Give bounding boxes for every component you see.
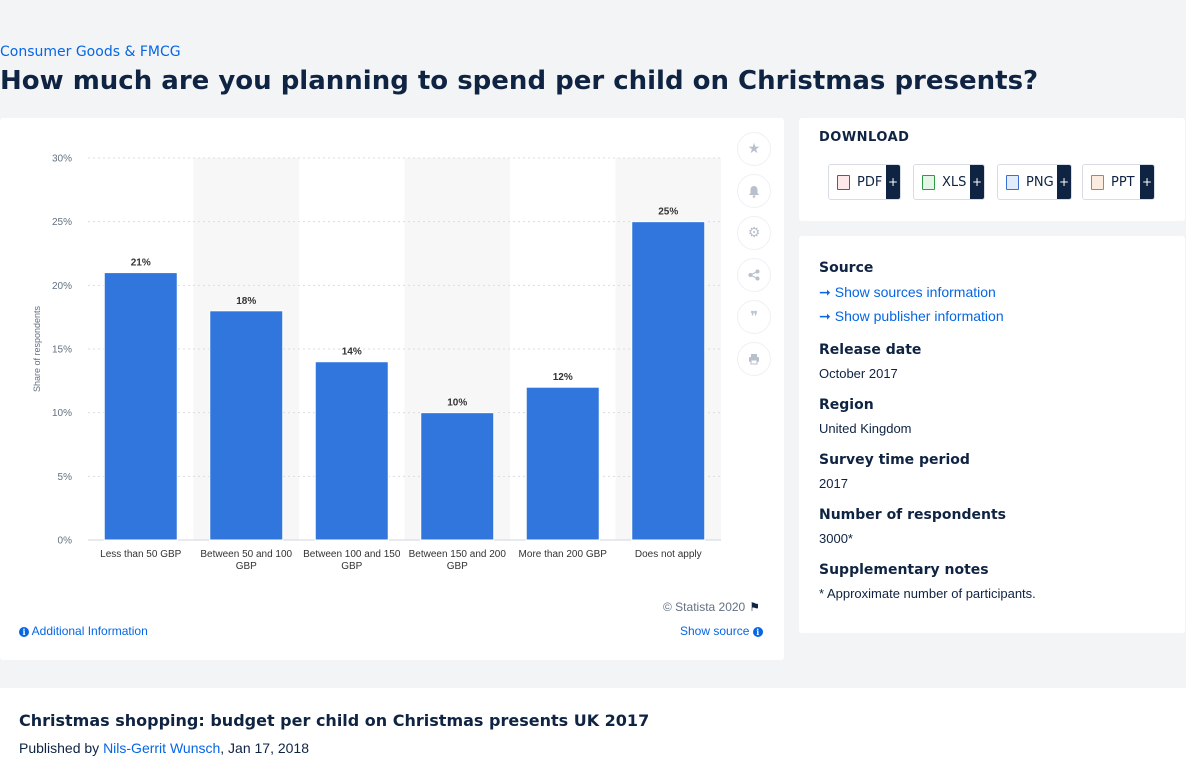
bar [631, 221, 706, 541]
pdf-file-icon [837, 174, 850, 190]
download-pdf-button[interactable]: PDF + [828, 164, 901, 200]
arrow-right-icon: ➞ [819, 284, 831, 300]
y-axis-label: Share of respondents [32, 305, 42, 392]
show-sources-label: Show sources information [834, 284, 996, 300]
plus-icon: + [886, 165, 900, 199]
additional-information-label: Additional Information [31, 624, 148, 638]
print-icon[interactable] [737, 342, 771, 376]
top-bar [0, 0, 1186, 40]
download-pdf-label: PDF [857, 174, 883, 190]
publication-date: , Jan 17, 2018 [220, 740, 310, 756]
data-label: 18% [236, 296, 256, 307]
publication-title: Christmas shopping: budget per child on … [19, 711, 650, 730]
y-tick-label: 5% [58, 472, 73, 483]
plus-icon: + [1140, 165, 1154, 199]
release-date-label: Release date [819, 342, 922, 358]
bar [209, 310, 284, 541]
breadcrumb[interactable]: Consumer Goods & FMCG [0, 44, 181, 60]
share-icon[interactable] [737, 258, 771, 292]
png-file-icon [1006, 174, 1019, 190]
download-xls-button[interactable]: XLS + [913, 164, 985, 200]
source-label: Source [819, 260, 874, 276]
download-xls-label: XLS [942, 174, 967, 190]
show-source-label: Show source [680, 624, 750, 638]
show-sources-link[interactable]: ➞ Show sources information [819, 284, 996, 301]
respondents-value: 3000* [819, 531, 853, 546]
data-label: 21% [131, 258, 151, 269]
bar [420, 412, 495, 541]
show-publisher-link[interactable]: ➞ Show publisher information [819, 308, 1004, 325]
page-title: How much are you planning to spend per c… [0, 66, 1039, 96]
bell-icon[interactable] [737, 174, 771, 208]
x-tick-label: Between 150 and 200 GBP [409, 549, 507, 572]
copyright-note: © Statista 2020 ⚑ [663, 600, 760, 614]
y-tick-label: 30% [52, 154, 72, 165]
publication-card: Christmas shopping: budget per child on … [0, 688, 1186, 768]
region-value: United Kingdom [819, 421, 912, 436]
supplementary-notes-value: * Approximate number of participants. [819, 586, 1036, 601]
gear-icon[interactable]: ⚙ [737, 216, 771, 250]
show-publisher-label: Show publisher information [834, 308, 1004, 324]
download-ppt-button[interactable]: PPT + [1082, 164, 1155, 200]
survey-period-value: 2017 [819, 476, 848, 491]
chart-card: 0% 5% 10% 15% 20% 25% 30% Share of respondents 2… [0, 118, 784, 660]
y-tick-label: 25% [52, 217, 72, 228]
y-tick-label: 20% [52, 281, 72, 292]
copyright-text: © Statista 2020 [663, 600, 746, 614]
download-title: DOWNLOAD [819, 130, 910, 145]
respondents-label: Number of respondents [819, 507, 1006, 523]
x-tick-label: Between 50 and 100 GBP [200, 549, 292, 572]
quote-icon[interactable]: ❞ [737, 300, 771, 334]
y-tick-label: 0% [58, 536, 73, 547]
additional-information-link[interactable]: i Additional Information [19, 624, 148, 638]
download-png-label: PNG [1026, 174, 1054, 190]
info-icon: i [19, 626, 29, 637]
download-ppt-label: PPT [1111, 174, 1135, 190]
data-label: 10% [447, 398, 467, 409]
info-icon: i [752, 626, 763, 637]
show-source-link[interactable]: Show source i [680, 624, 763, 638]
flag-icon[interactable]: ⚑ [749, 600, 760, 614]
x-tick-label: Less than 50 GBP [100, 549, 181, 560]
plus-icon: + [1057, 165, 1071, 199]
publication-byline: Published by Nils-Gerrit Wunsch, Jan 17,… [19, 740, 309, 756]
supplementary-notes-label: Supplementary notes [819, 562, 989, 578]
published-by-label: Published by [19, 740, 100, 756]
xls-file-icon [922, 174, 935, 190]
data-label: 12% [553, 372, 573, 383]
data-label: 14% [342, 347, 362, 358]
survey-period-label: Survey time period [819, 452, 970, 468]
x-tick-label: Between 100 and 150 GBP [303, 549, 401, 572]
release-date-value: October 2017 [819, 366, 898, 381]
x-tick-label: Does not apply [635, 549, 702, 560]
bar [525, 386, 600, 541]
x-tick-label: More than 200 GBP [519, 549, 608, 560]
plus-icon: + [970, 165, 984, 199]
y-tick-label: 15% [52, 345, 72, 356]
chart-toolbar: ★ ⚙ ❞ [737, 132, 773, 384]
region-label: Region [819, 397, 874, 413]
author-link[interactable]: Nils-Gerrit Wunsch [103, 740, 221, 756]
bar-chart: 0% 5% 10% 15% 20% 25% 30% Share of respondents 2… [32, 154, 721, 572]
meta-card: Source ➞ Show sources information ➞ Show p… [799, 236, 1185, 633]
bar [103, 272, 178, 541]
download-png-button[interactable]: PNG + [997, 164, 1072, 200]
download-card: DOWNLOAD PDF + XLS + PNG + PPT + [799, 118, 1185, 221]
bar [314, 361, 389, 541]
data-label: 25% [658, 207, 678, 218]
arrow-right-icon: ➞ [819, 308, 831, 324]
y-tick-label: 10% [52, 408, 72, 419]
ppt-file-icon [1091, 174, 1104, 190]
star-icon[interactable]: ★ [737, 132, 771, 166]
